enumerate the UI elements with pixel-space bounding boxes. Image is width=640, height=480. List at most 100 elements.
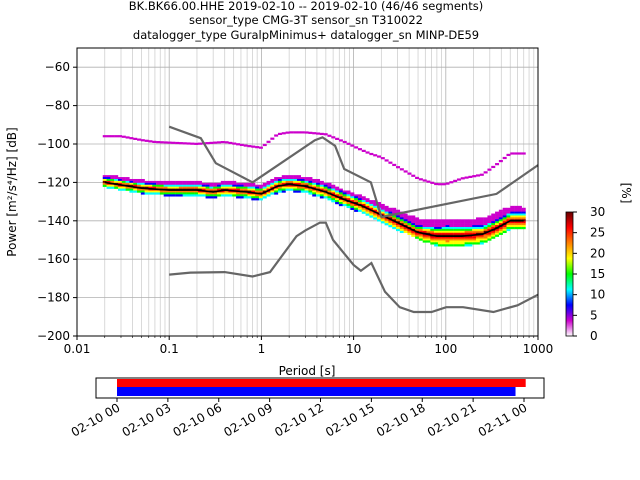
psd-cell <box>517 226 522 230</box>
psd-cell <box>399 213 404 216</box>
psd-cell-upper <box>357 148 362 151</box>
psd-cell <box>453 240 458 243</box>
psd-cell <box>464 238 469 241</box>
psd-cell <box>213 186 218 189</box>
psd-cell <box>335 194 340 197</box>
psd-cell <box>247 186 252 189</box>
psd-cell <box>266 194 271 197</box>
psd-cell <box>418 228 423 232</box>
psd-cell-upper <box>300 131 305 134</box>
psd-cell <box>266 190 271 193</box>
psd-cell <box>502 213 507 216</box>
psd-cell <box>102 180 107 184</box>
psd-cell <box>156 192 161 195</box>
psd-cell <box>464 236 469 239</box>
psd-cell <box>399 228 404 232</box>
psd-cell <box>327 184 332 187</box>
psd-cell <box>178 182 183 186</box>
psd-cell <box>456 221 461 224</box>
psd-cell <box>361 202 366 205</box>
psd-cell <box>510 213 515 216</box>
psd-cell <box>380 203 385 207</box>
psd-cell <box>411 230 416 234</box>
psd-cell <box>514 207 519 210</box>
psd-cell <box>369 211 374 214</box>
psd-cell <box>350 194 355 197</box>
psd-cell <box>434 238 439 241</box>
psd-cell <box>239 182 244 186</box>
psd-cell <box>369 213 374 216</box>
psd-cell <box>110 175 115 178</box>
psd-cell <box>194 194 199 197</box>
psd-cell <box>430 242 435 245</box>
psd-cell <box>266 192 271 195</box>
psd-cell <box>472 223 477 226</box>
psd-cell-upper <box>521 152 526 155</box>
psd-cell <box>300 186 305 189</box>
psd-cell <box>163 190 168 193</box>
psd-cell <box>255 184 260 187</box>
psd-cell <box>277 177 282 180</box>
psd-cell-upper <box>342 140 347 144</box>
noise-model-curves <box>104 125 539 314</box>
psd-cell <box>476 234 481 237</box>
psd-cell <box>517 211 522 214</box>
psd-cell <box>502 221 507 224</box>
psd-cell <box>331 190 336 193</box>
psd-cell <box>327 196 332 199</box>
psd-cell <box>392 223 397 226</box>
psd-cell <box>121 186 126 189</box>
psd-cell <box>495 219 500 222</box>
psd-cell <box>437 230 442 234</box>
psd-cell <box>194 190 199 193</box>
psd-cell <box>430 240 435 243</box>
psd-cell <box>361 196 366 199</box>
psd-cell <box>163 180 168 184</box>
psd-cell <box>491 226 496 230</box>
psd-cell <box>415 228 420 232</box>
psd-cell <box>373 215 378 218</box>
psd-cell <box>110 177 115 180</box>
y-tick-label: −100 <box>37 137 70 151</box>
psd-cell <box>468 240 473 243</box>
psd-cell <box>521 223 526 226</box>
psd-cell <box>350 205 355 209</box>
psd-cell-upper <box>175 141 180 145</box>
psd-cell <box>392 225 397 228</box>
psd-cell-upper <box>392 163 397 167</box>
psd-cell <box>373 217 378 220</box>
psd-cell <box>460 236 465 239</box>
psd-cell <box>331 188 336 191</box>
psd-cell <box>437 219 442 222</box>
psd-cell <box>468 223 473 226</box>
psd-cell <box>338 198 343 201</box>
psd-cell <box>354 198 359 201</box>
psd-cell <box>247 184 252 187</box>
psd-cell <box>415 221 420 224</box>
psd-cell <box>380 217 385 220</box>
psd-cell-upper <box>297 131 302 134</box>
psd-cell <box>125 178 130 182</box>
psd-cell <box>376 203 381 207</box>
psd-cell <box>167 180 172 184</box>
psd-cell <box>156 180 161 184</box>
noise-model-nhnm <box>168 125 539 219</box>
psd-cell <box>117 188 122 191</box>
psd-cell <box>338 188 343 191</box>
psd-cell <box>197 182 202 186</box>
psd-cell <box>114 186 119 189</box>
psd-cell <box>289 175 294 178</box>
psd-cell <box>487 215 492 218</box>
psd-cell <box>468 242 473 245</box>
psd-cell <box>365 198 370 201</box>
psd-cell <box>281 180 286 184</box>
psd-cell <box>312 184 317 187</box>
psd-cell <box>449 236 454 239</box>
psd-cell <box>346 202 351 205</box>
psd-cell <box>449 240 454 243</box>
psd-cell <box>514 217 519 220</box>
psd-cell <box>285 180 290 184</box>
psd-cell <box>319 194 324 197</box>
psd-cell <box>388 215 393 218</box>
psd-cell <box>369 203 374 207</box>
